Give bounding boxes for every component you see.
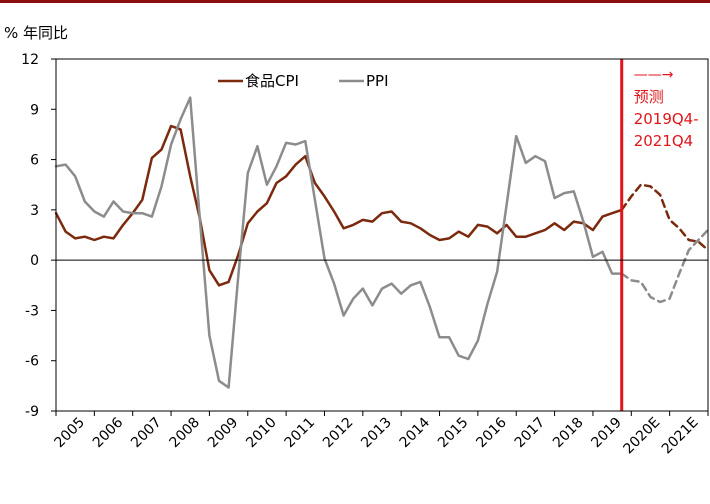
forecast-label: 2021Q4 (634, 132, 694, 150)
y-tick-label: 9 (30, 102, 39, 118)
forecast-label: 预测 (634, 88, 664, 106)
forecast-marker: ——→ 预测 2019Q4- 2021Q4 (620, 59, 699, 411)
legend: 食品CPI PPI (218, 72, 389, 90)
y-tick-label: 3 (30, 203, 39, 219)
legend-label: PPI (366, 72, 389, 90)
forecast-label: 2019Q4- (634, 110, 699, 128)
y-tick-label: -9 (25, 404, 39, 420)
y-tick-label: -6 (25, 354, 39, 370)
y-axis-label: % 年同比 (4, 24, 68, 42)
food-cpi-line (54, 124, 623, 287)
ppi-line-forecast (620, 228, 710, 304)
series-group (54, 96, 710, 389)
plot-frame (55, 58, 709, 412)
y-tick-label: 12 (21, 52, 39, 68)
ppi-line (54, 96, 623, 389)
forecast-arrow: ——→ (634, 67, 674, 83)
y-tick-label: 6 (30, 153, 39, 169)
legend-label: 食品CPI (245, 72, 299, 90)
y-tick-label: 0 (30, 253, 39, 269)
y-tick-label: -3 (25, 303, 39, 319)
food-cpi-line-forecast (620, 183, 710, 252)
